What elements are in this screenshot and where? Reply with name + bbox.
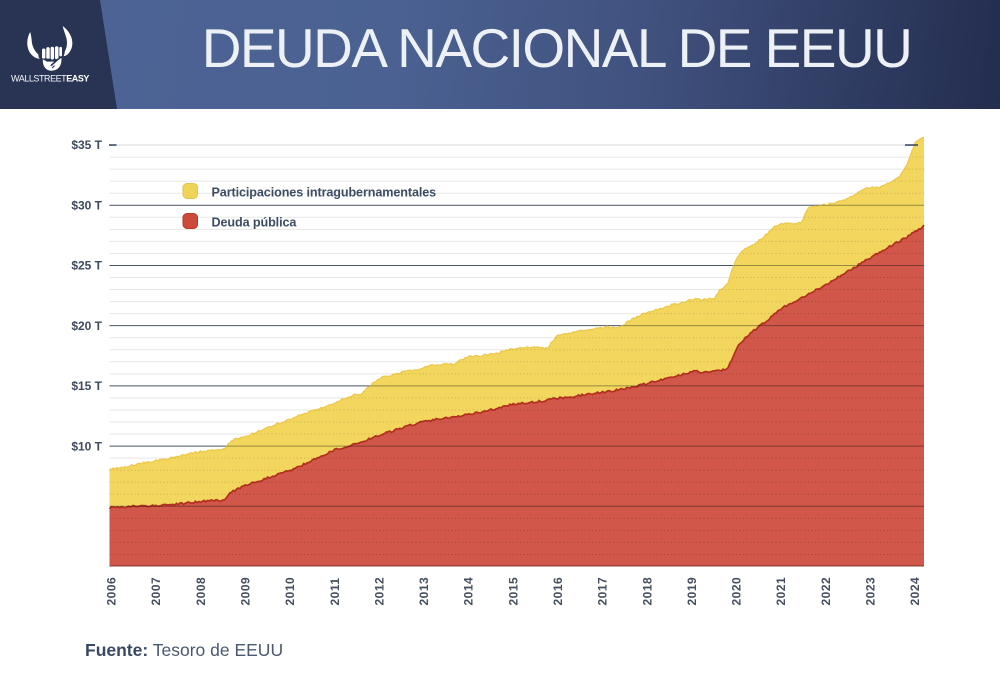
svg-text:2012: 2012 <box>372 577 386 606</box>
svg-text:2008: 2008 <box>194 577 208 606</box>
svg-text:2018: 2018 <box>640 577 654 606</box>
svg-text:Deuda pública: Deuda pública <box>212 216 298 230</box>
svg-text:$10 T: $10 T <box>71 439 102 453</box>
svg-text:2009: 2009 <box>238 577 252 606</box>
svg-text:$30 T: $30 T <box>71 198 102 212</box>
svg-text:2014: 2014 <box>462 577 476 606</box>
svg-text:2013: 2013 <box>417 577 431 606</box>
svg-text:2011: 2011 <box>328 577 342 605</box>
svg-text:2010: 2010 <box>283 577 297 606</box>
svg-text:2016: 2016 <box>551 577 565 606</box>
svg-text:2019: 2019 <box>685 577 699 606</box>
svg-text:2021: 2021 <box>774 577 788 606</box>
svg-text:2022: 2022 <box>819 577 833 606</box>
svg-text:2015: 2015 <box>506 577 520 606</box>
svg-text:2020: 2020 <box>730 577 744 606</box>
svg-text:2023: 2023 <box>864 577 878 606</box>
svg-text:$20 T: $20 T <box>71 319 102 333</box>
svg-text:2024: 2024 <box>908 577 922 606</box>
svg-text:2007: 2007 <box>149 577 163 606</box>
svg-text:$25 T: $25 T <box>71 259 102 273</box>
svg-text:2006: 2006 <box>105 577 119 606</box>
svg-text:Participaciones intragubername: Participaciones intragubernamentales <box>212 186 437 200</box>
svg-text:WALLSTREETEASY: WALLSTREETEASY <box>11 73 89 83</box>
svg-text:$15 T: $15 T <box>71 379 102 393</box>
svg-text:$35 T: $35 T <box>71 138 102 152</box>
svg-text:2017: 2017 <box>596 577 610 606</box>
